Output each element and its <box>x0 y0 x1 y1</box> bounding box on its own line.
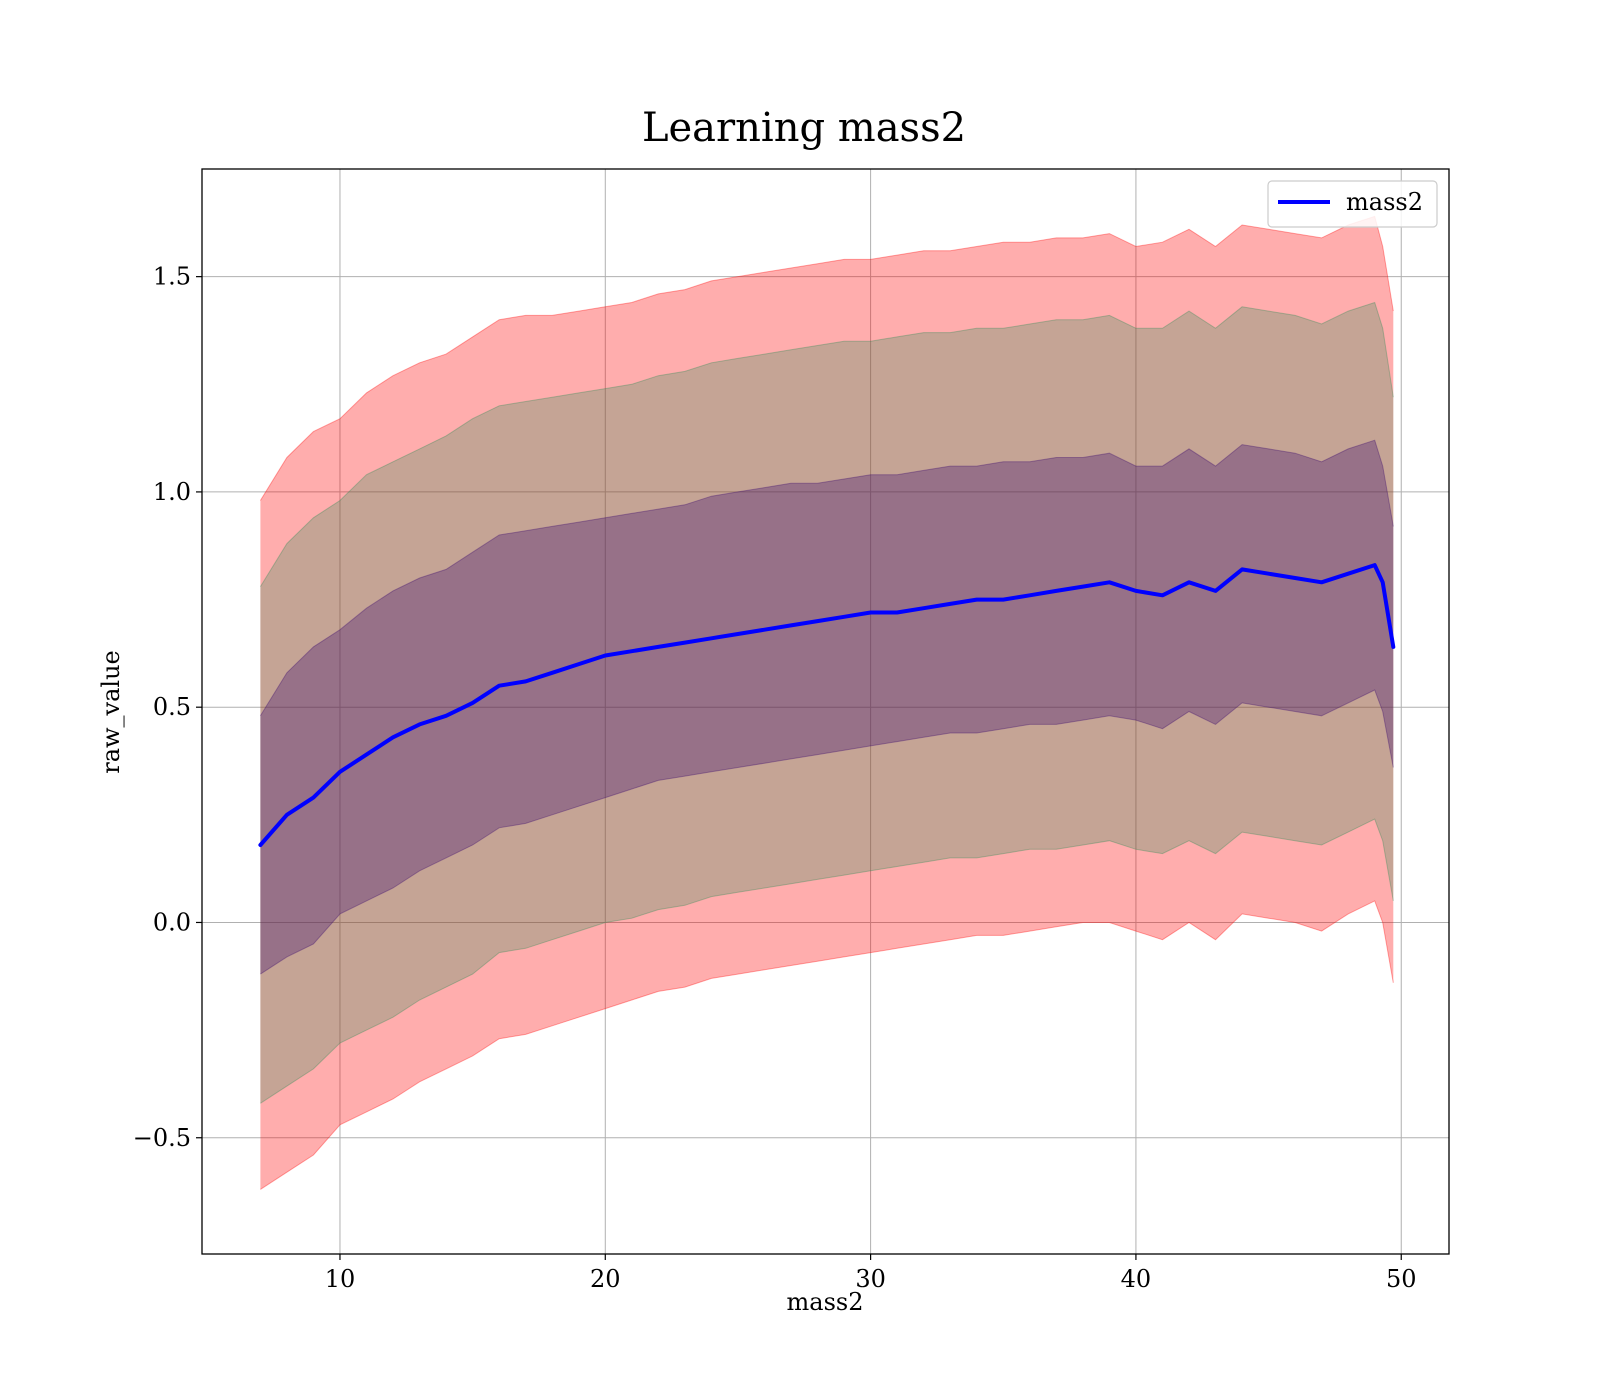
legend-box <box>1267 180 1438 228</box>
grid-lines <box>202 169 1449 1254</box>
x-tick-label-2: 30 <box>855 1265 886 1293</box>
plot-frame <box>201 168 1450 1255</box>
series-lines <box>258 563 1396 847</box>
x-axis-label: mass2 <box>787 1288 864 1316</box>
x-axis-ticks: 10 20 30 40 50 <box>325 1254 1417 1293</box>
band-edges <box>259 215 1394 1190</box>
fill-band-2 <box>260 440 1394 975</box>
fill-band-1 <box>260 302 1394 1104</box>
legend: mass2 <box>1267 180 1438 228</box>
fill-band-lower-edge-0 <box>260 900 1394 1190</box>
fill-band-upper-edge-0 <box>259 215 1394 501</box>
fill-band-upper-edge-1 <box>259 301 1394 587</box>
fill-band-lower-edge-1 <box>260 818 1394 1104</box>
y-axis-label: raw_value <box>97 650 125 774</box>
y-tick-label-3: 1.0 <box>153 478 191 506</box>
chart-title: Learning mass2 <box>642 105 966 151</box>
fill-band-lower-edge-2 <box>260 689 1394 975</box>
y-tick-label-0: −0.5 <box>133 1124 191 1152</box>
y-axis-ticks: −0.5 0.0 0.5 1.0 1.5 <box>133 263 202 1152</box>
y-tick-label-1: 0.0 <box>153 908 191 936</box>
y-tick-label-2: 0.5 <box>153 693 191 721</box>
x-tick-label-3: 40 <box>1121 1265 1152 1293</box>
fill-band-upper-edge-2 <box>259 439 1394 717</box>
series-line-0 <box>258 563 1396 847</box>
x-tick-label-0: 10 <box>325 1265 356 1293</box>
x-tick-label-1: 20 <box>590 1265 621 1293</box>
y-tick-label-4: 1.5 <box>153 263 191 291</box>
x-tick-label-4: 50 <box>1386 1265 1417 1293</box>
fill-band-0 <box>260 216 1394 1190</box>
legend-label-mass2: mass2 <box>1346 188 1423 216</box>
fill-bands <box>260 216 1394 1190</box>
